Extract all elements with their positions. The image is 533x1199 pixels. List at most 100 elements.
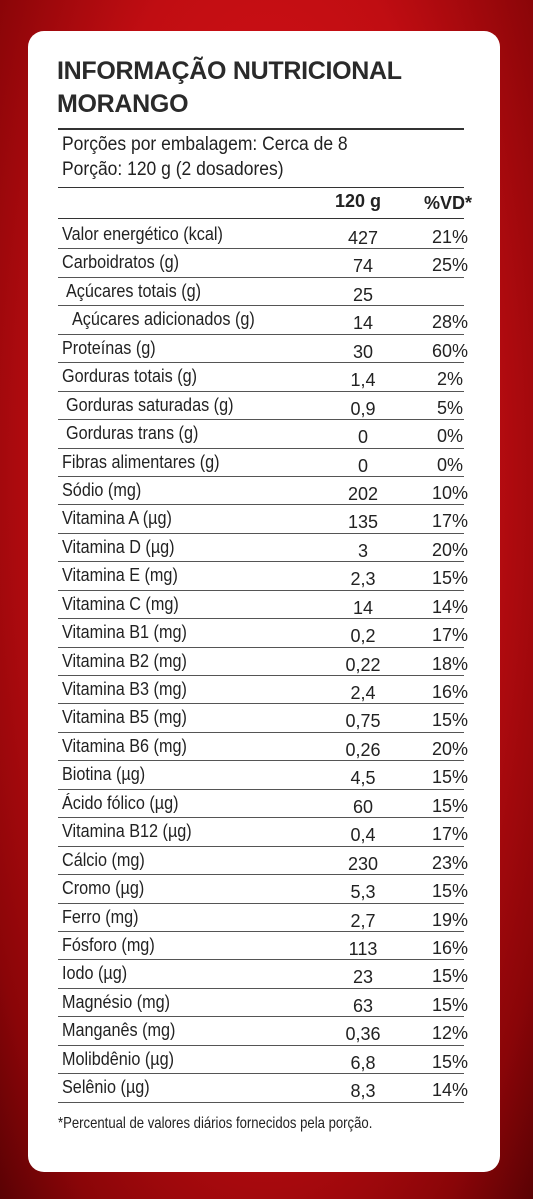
nutrient-name: Cálcio (mg) — [62, 849, 145, 870]
servings-per-package: Porções por embalagem: Cerca de 8 — [62, 134, 348, 155]
nutrient-daily-value: 15% — [431, 966, 469, 987]
nutrient-name: Açúcares adicionados (g) — [72, 309, 255, 330]
nutrient-quantity: 8,3 — [350, 1081, 376, 1102]
table-row: Vitamina B2 (mg) 0,22 18% — [58, 648, 468, 676]
nutrient-quantity: 23 — [352, 967, 374, 988]
nutrient-name: Valor energético (kcal) — [62, 224, 223, 244]
table-row: Iodo (µg) 23 15% — [58, 960, 468, 989]
nutrient-table: Valor energético (kcal) 427 21% Carboidrato… — [58, 221, 468, 1103]
nutrient-name: Gorduras saturadas (g) — [66, 394, 234, 415]
nutrient-quantity: 0 — [357, 427, 368, 448]
table-row: Ácido fólico (µg) 60 15% — [58, 790, 468, 819]
nutrient-daily-value: 17% — [431, 824, 469, 845]
nutrient-name: Cromo (µg) — [62, 878, 145, 899]
title-line-2: MORANGO — [57, 90, 189, 118]
nutrient-name: Vitamina D (µg) — [62, 536, 175, 557]
nutrient-quantity: 0,75 — [345, 711, 381, 732]
nutrient-quantity: 74 — [352, 256, 374, 277]
nutrient-name: Magnésio (mg) — [62, 991, 171, 1012]
header-daily-value: %VD* — [423, 193, 472, 213]
nutrient-name: Gorduras trans (g) — [66, 423, 199, 444]
nutrient-quantity: 135 — [347, 512, 379, 533]
nutrient-quantity: 113 — [348, 938, 378, 959]
table-header: 120 g %VD* — [58, 187, 472, 219]
nutrient-name: Iodo (µg) — [62, 963, 128, 984]
table-row: Fibras alimentares (g) 0 0% — [58, 449, 464, 477]
nutrient-daily-value: 5% — [436, 397, 463, 418]
nutrient-daily-value: 14% — [431, 1080, 469, 1101]
nutrient-quantity: 25 — [352, 284, 374, 305]
table-row: Vitamina C (mg) 14 14% — [58, 591, 468, 620]
nutrient-quantity: 14 — [352, 313, 374, 334]
nutrient-quantity: 63 — [352, 995, 374, 1016]
nutrient-quantity: 6,8 — [350, 1052, 376, 1073]
nutrient-quantity: 2,7 — [350, 910, 376, 931]
table-row: Gorduras trans (g) 0 0% — [58, 420, 464, 449]
table-row: Açúcares adicionados (g) 14 28% — [58, 306, 468, 335]
nutrient-name: Vitamina E (mg) — [62, 565, 178, 586]
nutrient-name: Vitamina B5 (mg) — [62, 707, 187, 728]
table-row: Cromo (µg) 5,3 15% — [58, 875, 468, 904]
table-row: Vitamina E (mg) 2,3 15% — [58, 562, 468, 591]
nutrient-daily-value: 17% — [431, 625, 469, 646]
nutrient-daily-value: 25% — [431, 255, 469, 276]
nutrient-quantity: 202 — [347, 483, 379, 504]
nutrient-name: Molibdênio (µg) — [62, 1048, 174, 1069]
title-divider — [58, 128, 464, 130]
nutrient-daily-value: 20% — [431, 539, 469, 560]
serving-size: Porção: 120 g (2 dosadores) — [62, 159, 284, 180]
nutrient-daily-value: 18% — [431, 653, 469, 674]
table-row: Vitamina B5 (mg) 0,75 15% — [58, 704, 468, 733]
nutrient-quantity: 14 — [352, 597, 374, 618]
table-row: Vitamina B3 (mg) 2,4 16% — [58, 676, 468, 705]
nutrient-name: Açúcares totais (g) — [66, 280, 202, 301]
nutrient-name: Gorduras totais (g) — [62, 366, 198, 387]
table-row: Biotina (µg) 4,5 15% — [58, 761, 468, 790]
table-row: Vitamina D (µg) 3 20% — [58, 534, 468, 563]
nutrient-name: Vitamina C (mg) — [62, 593, 179, 614]
nutrient-quantity: 0,2 — [350, 626, 376, 647]
portion-info: Porções por embalagem: Cerca de 8 Porção… — [62, 132, 348, 182]
nutrient-daily-value: 15% — [431, 994, 469, 1015]
nutrient-name: Ferro (mg) — [62, 906, 139, 927]
nutrient-quantity: 2,3 — [350, 569, 376, 590]
nutrient-name: Vitamina B3 (mg) — [62, 679, 187, 699]
nutrient-quantity: 230 — [347, 853, 379, 874]
nutrient-name: Proteínas (g) — [62, 337, 156, 358]
table-row: Valor energético (kcal) 427 21% — [58, 221, 468, 250]
nutrient-name: Vitamina B1 (mg) — [62, 622, 187, 643]
footnote: *Percentual de valores diários fornecido… — [58, 1115, 373, 1132]
title-line-1: INFORMAÇÃO NUTRICIONAL — [57, 57, 402, 85]
nutrient-quantity: 30 — [352, 341, 374, 362]
nutrient-daily-value: 60% — [431, 340, 469, 361]
table-row: Gorduras totais (g) 1,4 2% — [58, 363, 464, 392]
table-row: Proteínas (g) 30 60% — [58, 335, 468, 364]
nutrient-name: Fibras alimentares (g) — [62, 451, 220, 472]
nutrient-daily-value: 10% — [431, 482, 469, 503]
table-row: Carboidratos (g) 74 25% — [58, 249, 468, 278]
nutrient-quantity: 5,3 — [350, 882, 376, 903]
table-row: Vitamina B12 (µg) 0,4 17% — [58, 818, 468, 847]
table-row: Magnésio (mg) 63 15% — [58, 989, 468, 1018]
nutrient-quantity: 3 — [357, 540, 368, 561]
table-row: Gorduras saturadas (g) 0,9 5% — [58, 392, 464, 421]
nutrient-daily-value: 21% — [431, 227, 469, 247]
nutrient-daily-value: 15% — [431, 767, 469, 788]
nutrient-name: Fósforo (mg) — [62, 934, 155, 955]
nutrient-quantity: 1,4 — [350, 370, 376, 391]
nutrient-daily-value: 12% — [431, 1023, 469, 1044]
table-row: Cálcio (mg) 230 23% — [58, 847, 468, 876]
table-row: Sódio (mg) 202 10% — [58, 477, 468, 506]
nutrient-name: Selênio (µg) — [62, 1077, 150, 1098]
nutrient-daily-value: 17% — [431, 511, 469, 532]
nutrient-daily-value: 0% — [436, 454, 463, 475]
nutrient-name: Manganês (mg) — [62, 1020, 176, 1041]
nutrient-quantity: 60 — [352, 796, 374, 817]
nutrient-quantity: 0,26 — [345, 739, 381, 760]
nutrient-quantity: 0,22 — [345, 654, 381, 675]
nutrient-daily-value: 0% — [436, 426, 463, 447]
nutrient-daily-value: 23% — [431, 852, 469, 873]
nutrient-name: Biotina (µg) — [62, 764, 146, 785]
nutrient-daily-value: 15% — [431, 710, 469, 731]
nutrient-daily-value: 2% — [436, 369, 463, 390]
